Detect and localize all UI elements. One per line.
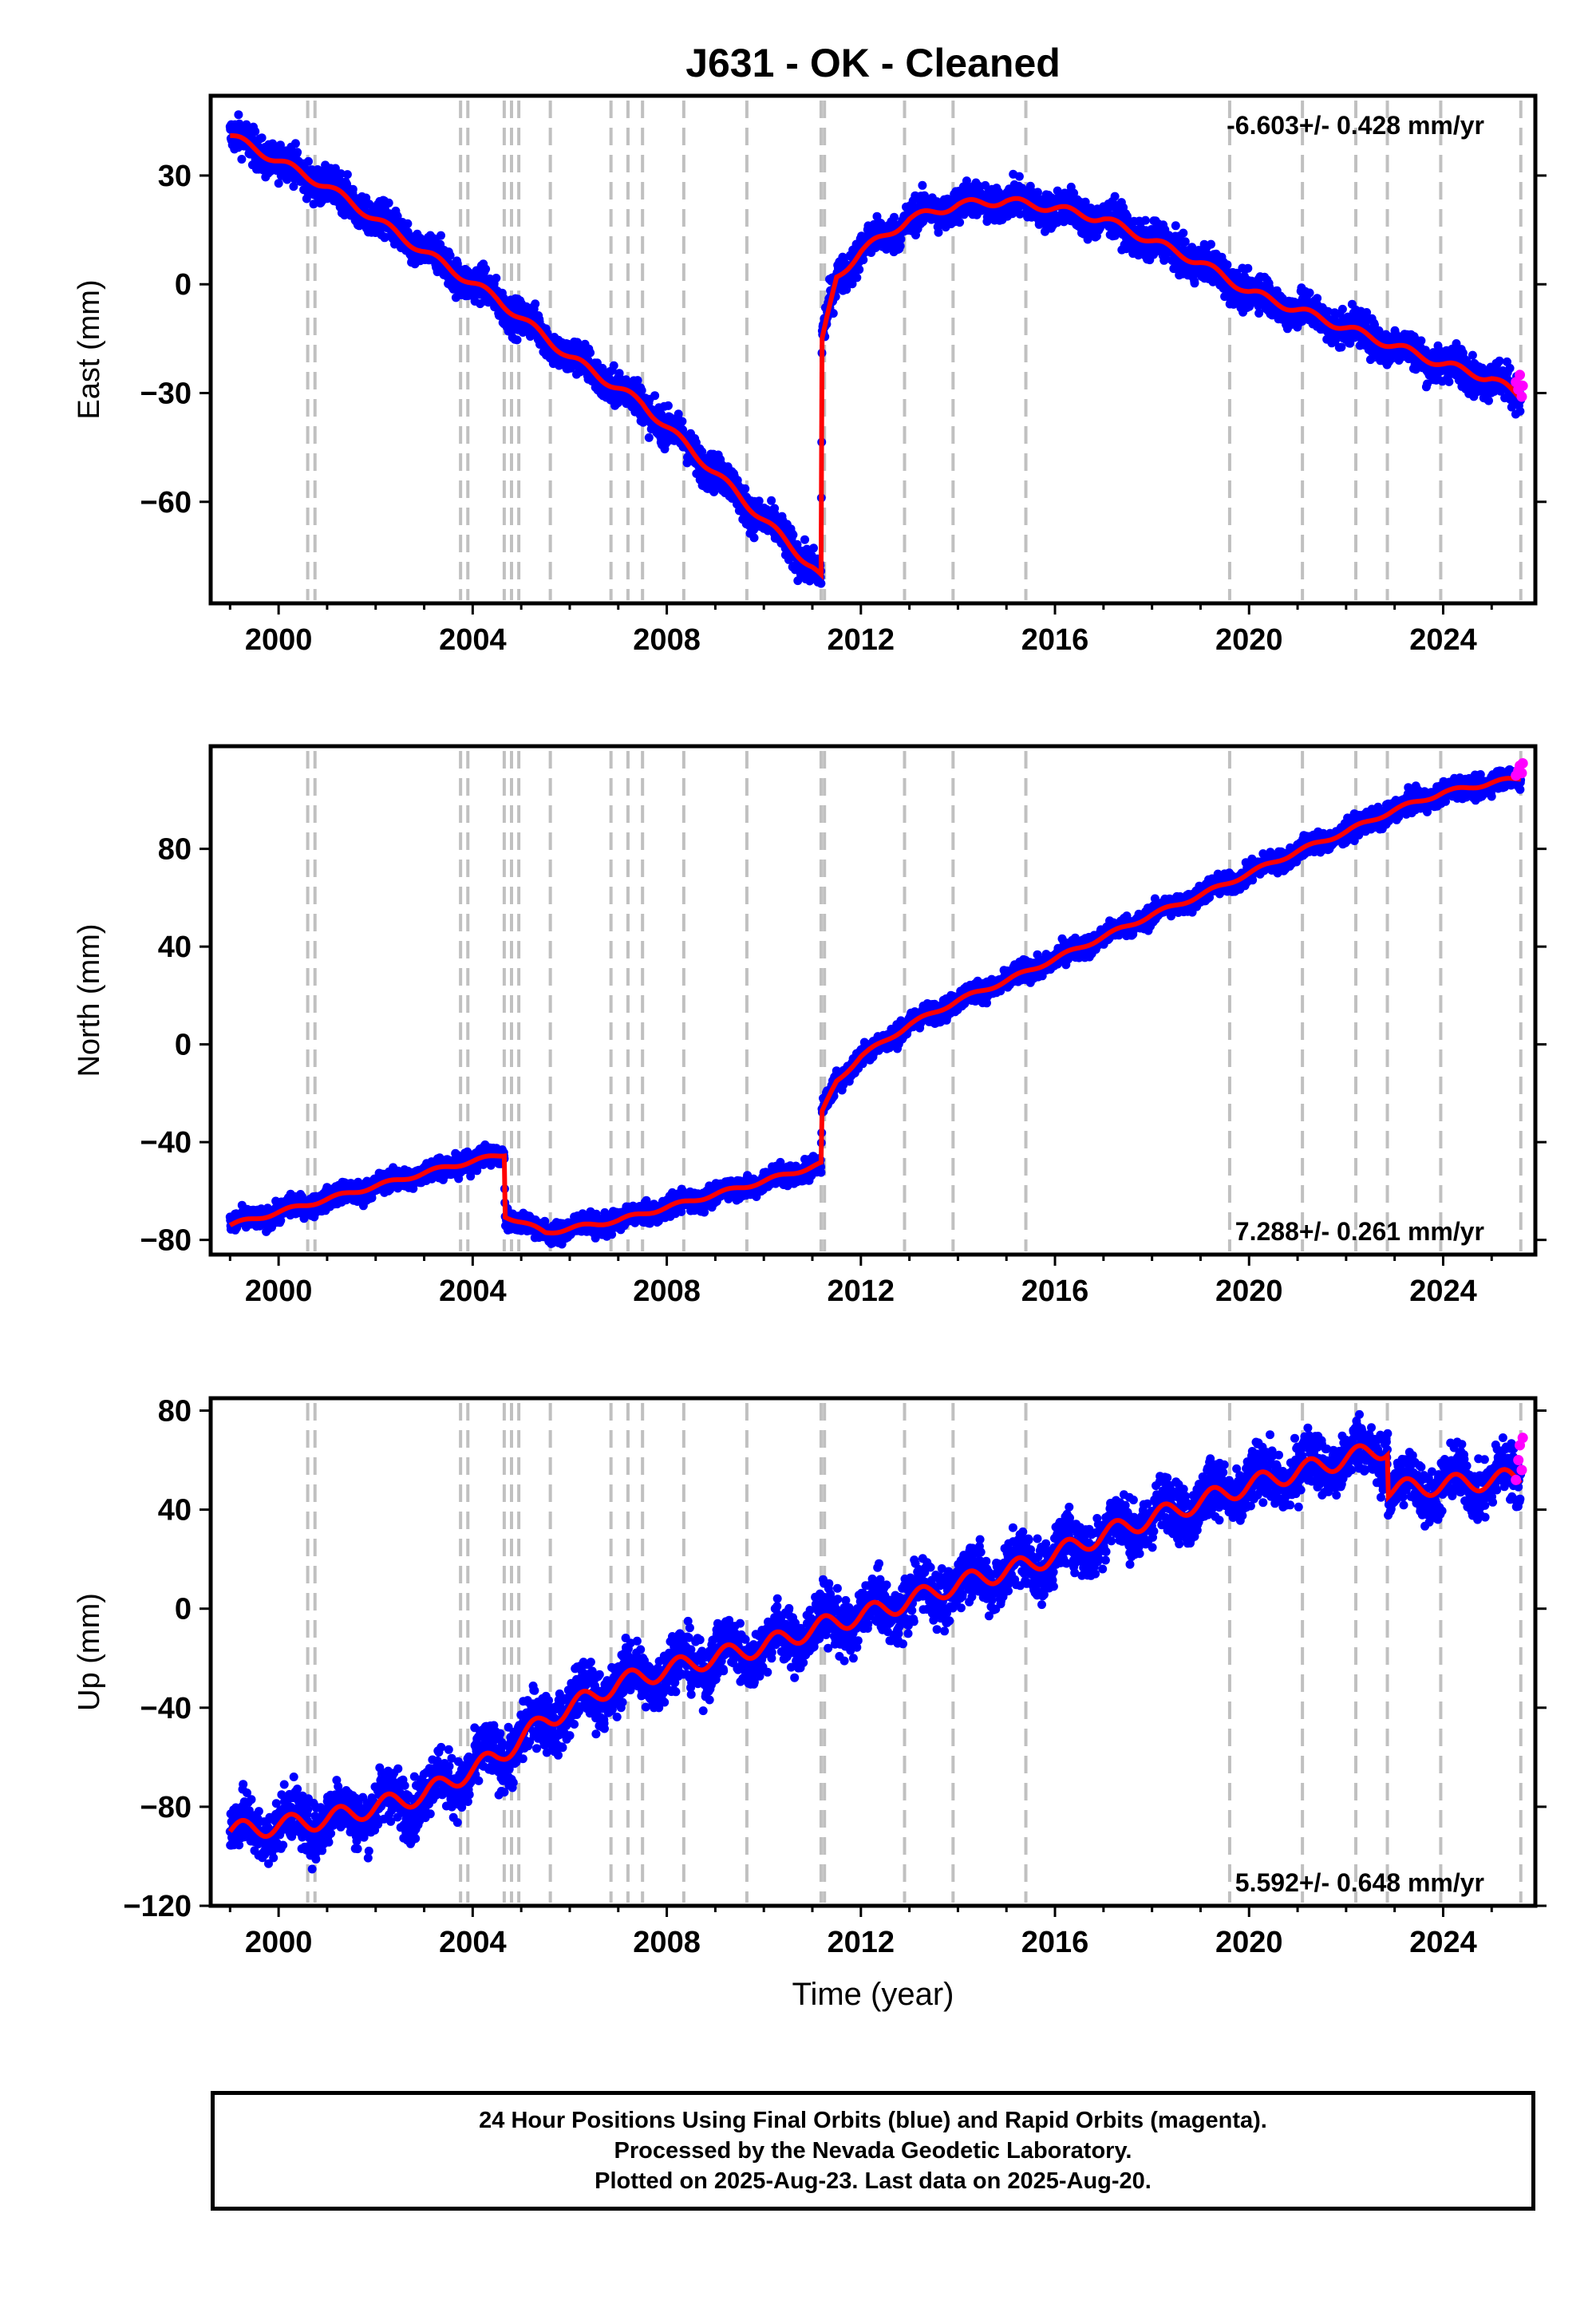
y-tick-label: 30 bbox=[158, 160, 192, 193]
rapid-orbit-point bbox=[1517, 380, 1528, 391]
final-orbit-point bbox=[437, 231, 445, 240]
final-orbit-point bbox=[234, 110, 243, 120]
x-tick-label: 2008 bbox=[633, 623, 701, 657]
final-orbit-point bbox=[614, 369, 624, 378]
panel-north: 2000 2004 2008 2012 2016 2020 2024−80−4004080N… bbox=[73, 744, 1547, 1308]
final-orbit-point bbox=[852, 273, 862, 283]
final-orbit-points bbox=[225, 110, 1526, 588]
final-orbit-point bbox=[809, 543, 818, 553]
final-orbit-point bbox=[1505, 363, 1515, 373]
final-orbit-point bbox=[492, 274, 501, 283]
final-orbit-point bbox=[274, 179, 283, 188]
x-tick-label: 2012 bbox=[828, 623, 895, 657]
rapid-orbit-point bbox=[1515, 370, 1526, 381]
final-orbit-point bbox=[1337, 304, 1347, 314]
final-orbit-point bbox=[1110, 192, 1120, 201]
final-orbit-point bbox=[1468, 350, 1477, 360]
final-orbit-point bbox=[512, 335, 522, 345]
final-orbit-point bbox=[663, 401, 673, 410]
final-orbit-point bbox=[800, 535, 809, 544]
x-tick-label: 2020 bbox=[1215, 623, 1283, 657]
final-orbit-point bbox=[531, 299, 540, 309]
final-orbit-point bbox=[1223, 260, 1232, 270]
final-orbit-point bbox=[336, 169, 346, 179]
velocity-rate-label: -6.603+/- 0.428 mm/yr bbox=[1227, 111, 1484, 140]
final-orbit-point bbox=[650, 391, 660, 401]
x-tick-label: 2016 bbox=[1021, 623, 1089, 657]
gps-time-series-chart: J631 - OK - Cleaned 2000 2004 2008 2012 2016… bbox=[73, 41, 1547, 2012]
y-tick-label: −30 bbox=[140, 377, 192, 411]
x-tick-label: 2004 bbox=[439, 623, 507, 657]
final-orbit-point bbox=[749, 533, 759, 543]
final-orbit-point bbox=[678, 417, 687, 426]
final-orbit-point bbox=[1416, 336, 1426, 346]
final-orbit-point bbox=[289, 182, 298, 192]
final-orbit-point bbox=[304, 156, 313, 166]
final-orbit-point bbox=[890, 212, 899, 222]
final-orbit-point bbox=[1243, 263, 1253, 273]
final-orbit-point bbox=[674, 409, 683, 419]
x-axis: 2000 2004 2008 2012 2016 2020 2024 bbox=[228, 603, 1493, 657]
final-orbit-point bbox=[1484, 396, 1493, 405]
x-tick-label: 2000 bbox=[245, 623, 313, 657]
final-orbit-point bbox=[1305, 288, 1314, 298]
final-orbit-point bbox=[342, 170, 352, 180]
final-orbit-point bbox=[481, 264, 491, 274]
final-orbit-point bbox=[1140, 215, 1150, 225]
y-axis-label: East (mm) bbox=[73, 279, 106, 419]
panel-east: 2000 2004 2008 2012 2016 2020 2024 −60 −30 0 30 Eas… bbox=[73, 93, 1547, 657]
final-orbit-point bbox=[855, 265, 864, 275]
final-orbit-point bbox=[290, 139, 300, 148]
final-orbit-point bbox=[754, 496, 764, 506]
final-orbit-point bbox=[403, 227, 413, 237]
rapid-orbit-point bbox=[1516, 391, 1527, 402]
y-tick-label: 0 bbox=[175, 268, 192, 302]
final-orbit-point bbox=[393, 211, 402, 221]
final-orbit-point bbox=[1171, 221, 1180, 231]
final-orbit-point bbox=[816, 579, 826, 588]
final-orbit-point bbox=[767, 496, 776, 505]
final-orbit-point bbox=[237, 155, 247, 164]
final-orbit-point bbox=[403, 219, 413, 228]
model-fit-line bbox=[230, 133, 1523, 580]
final-orbit-point bbox=[918, 180, 927, 190]
final-orbit-point bbox=[445, 251, 455, 260]
final-orbit-point bbox=[251, 127, 260, 136]
final-orbit-point bbox=[934, 227, 943, 237]
x-tick-label: 2024 bbox=[1409, 623, 1477, 657]
final-orbit-point bbox=[586, 348, 595, 358]
final-orbit-point bbox=[1190, 279, 1199, 288]
final-orbit-point bbox=[348, 184, 358, 194]
final-orbit-point bbox=[633, 376, 642, 385]
final-orbit-point bbox=[609, 361, 618, 370]
final-orbit-point bbox=[381, 232, 390, 242]
final-orbit-point bbox=[1515, 406, 1525, 416]
final-orbit-point bbox=[1180, 237, 1190, 247]
final-orbit-point bbox=[637, 385, 646, 395]
final-orbit-point bbox=[955, 218, 965, 227]
y-tick-label: −60 bbox=[140, 486, 192, 520]
final-orbit-point bbox=[1495, 356, 1504, 366]
final-orbit-point bbox=[741, 484, 750, 493]
final-orbit-point bbox=[1014, 172, 1024, 181]
final-orbit-point bbox=[644, 433, 654, 442]
final-orbit-point bbox=[1444, 377, 1454, 386]
chart-title: J631 - OK - Cleaned bbox=[685, 41, 1061, 85]
final-orbit-point bbox=[257, 133, 267, 143]
final-orbit-point bbox=[293, 148, 302, 157]
final-orbit-point bbox=[1207, 239, 1215, 249]
final-orbit-point bbox=[1337, 342, 1346, 352]
final-orbit-point bbox=[788, 530, 798, 539]
final-orbit-point bbox=[384, 198, 393, 207]
final-orbit-point bbox=[1179, 228, 1188, 238]
